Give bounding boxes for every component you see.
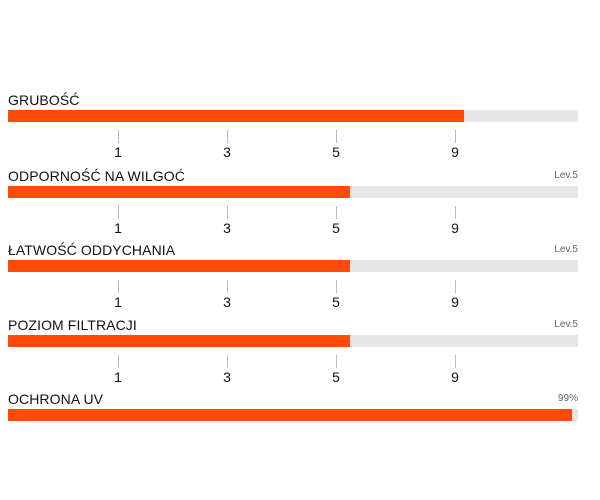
- metric-title: ODPORNOŚĆ NA WILGOĆ: [8, 168, 185, 184]
- tick-mark: [335, 355, 337, 368]
- metric-value-label: Lev.5: [554, 244, 578, 255]
- rating-fill: [8, 260, 350, 272]
- rating-fill: [8, 335, 350, 347]
- tick-mark: [226, 206, 228, 219]
- rating-track: [8, 409, 578, 421]
- rating-track: [8, 335, 578, 347]
- scale-tick: 3: [217, 355, 237, 385]
- metric-value-label: Lev.5: [554, 170, 578, 181]
- tick-mark: [117, 280, 119, 293]
- tick-mark: [454, 355, 456, 368]
- metric-title: POZIOM FILTRACJI: [8, 317, 137, 333]
- tick-label: 3: [223, 144, 231, 160]
- metric-title: GRUBOŚĆ: [8, 92, 80, 108]
- rating-track: [8, 260, 578, 272]
- tick-label: 1: [114, 369, 122, 385]
- tick-label: 5: [332, 144, 340, 160]
- scale-tick: 3: [217, 130, 237, 160]
- scale-tick: 5: [326, 355, 346, 385]
- scale-tick: 1: [108, 280, 128, 310]
- metric-title: OCHRONA UV: [8, 391, 104, 407]
- scale-tick: 9: [445, 130, 465, 160]
- rating-fill: [8, 186, 350, 198]
- scale-tick: 1: [108, 355, 128, 385]
- rating-track: [8, 186, 578, 198]
- scale-tick: 9: [445, 280, 465, 310]
- scale-tick: 5: [326, 280, 346, 310]
- tick-label: 5: [332, 220, 340, 236]
- tick-label: 5: [332, 294, 340, 310]
- tick-mark: [335, 280, 337, 293]
- tick-label: 3: [223, 294, 231, 310]
- tick-mark: [117, 355, 119, 368]
- tick-label: 9: [451, 369, 459, 385]
- scale-tick: 5: [326, 130, 346, 160]
- rating-fill: [8, 110, 464, 122]
- tick-label: 1: [114, 294, 122, 310]
- scale-tick: 3: [217, 280, 237, 310]
- tick-label: 9: [451, 294, 459, 310]
- tick-label: 3: [223, 220, 231, 236]
- rating-scale: 1 3 5 9: [8, 280, 578, 312]
- tick-mark: [226, 130, 228, 143]
- tick-mark: [226, 355, 228, 368]
- rating-fill: [8, 409, 573, 421]
- rating-scale: 1 3 5 9: [8, 130, 578, 162]
- tick-label: 3: [223, 369, 231, 385]
- tick-mark: [454, 280, 456, 293]
- tick-mark: [335, 130, 337, 143]
- tick-mark: [226, 280, 228, 293]
- tick-label: 9: [451, 144, 459, 160]
- metric-value-label: 99%: [557, 393, 578, 404]
- tick-label: 1: [114, 220, 122, 236]
- tick-mark: [117, 130, 119, 143]
- scale-tick: 3: [217, 206, 237, 236]
- tick-label: 1: [114, 144, 122, 160]
- metric-value-label: Lev.5: [554, 319, 578, 330]
- scale-tick: 5: [326, 206, 346, 236]
- rating-scale: 1 3 5 9: [8, 355, 578, 387]
- metric-title: ŁATWOŚĆ ODDYCHANIA: [8, 242, 176, 258]
- tick-mark: [117, 206, 119, 219]
- scale-tick: 9: [445, 355, 465, 385]
- rating-scale: 1 3 5 9: [8, 206, 578, 238]
- tick-label: 5: [332, 369, 340, 385]
- tick-label: 9: [451, 220, 459, 236]
- scale-tick: 1: [108, 206, 128, 236]
- tick-mark: [335, 206, 337, 219]
- scale-tick: 1: [108, 130, 128, 160]
- scale-tick: 9: [445, 206, 465, 236]
- tick-mark: [454, 130, 456, 143]
- rating-track: [8, 110, 578, 122]
- tick-mark: [454, 206, 456, 219]
